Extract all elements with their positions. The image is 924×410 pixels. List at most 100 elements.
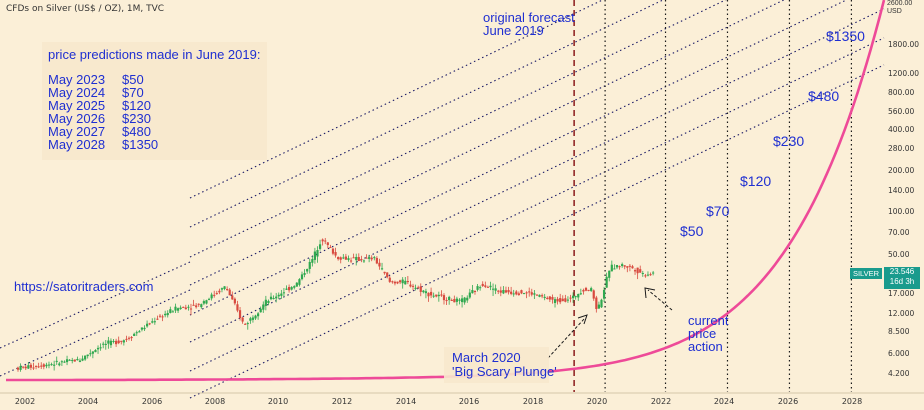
prediction-date: May 2026 [48, 111, 106, 126]
y-tick-label: 50.00 [888, 250, 910, 259]
chart-header: CFDs on Silver (US$ / OZ), 1M, TVC [6, 4, 165, 14]
candle-body [269, 296, 273, 300]
candle-body [499, 290, 502, 293]
candle-body [78, 360, 82, 362]
candle-body [633, 270, 637, 272]
candle-body [476, 286, 479, 290]
candle-body [331, 248, 335, 254]
x-tick-label: 2016 [459, 397, 479, 406]
candle-body [448, 296, 451, 301]
candle-body [458, 299, 461, 301]
candle-body [339, 257, 342, 260]
candle-body [517, 293, 520, 296]
predictions-title: price predictions made in June 2019: [48, 47, 261, 62]
candle-body [525, 292, 528, 294]
candle-body [60, 361, 63, 363]
candle-body [623, 265, 626, 267]
candle-body [184, 307, 187, 310]
candle-body [579, 293, 582, 295]
candle-body [533, 293, 536, 295]
top-price-label: 2600.00 [887, 0, 913, 7]
candle-body [187, 306, 190, 308]
x-tick-label: 2014 [396, 397, 416, 406]
y-tick-label: 1800.00 [888, 40, 919, 49]
candle-body [484, 285, 487, 287]
candle-body [463, 297, 466, 303]
current-annotation-line1: current [688, 313, 729, 328]
candle-body [112, 340, 115, 342]
candle-body [380, 268, 384, 270]
candle-body [285, 288, 288, 290]
candle-body [577, 293, 580, 298]
candle-body [306, 269, 309, 272]
candle-body [254, 315, 257, 319]
forecast-label: $480 [808, 88, 839, 104]
candle-body [290, 287, 293, 290]
candle-body [244, 323, 247, 325]
candle-body [189, 308, 193, 310]
candle-body [628, 265, 631, 267]
candle-body [127, 337, 131, 339]
candle-body [287, 287, 291, 291]
y-tick-label: 100.00 [888, 207, 914, 216]
candle-body [171, 311, 175, 313]
candle-body [275, 296, 278, 299]
candle-body [342, 257, 345, 259]
candle-body [205, 300, 208, 304]
candle-body [486, 286, 489, 288]
candle-body [202, 301, 205, 304]
candle-body [507, 290, 510, 293]
candle-body [548, 296, 551, 300]
candle-body [355, 256, 358, 261]
candle-body [259, 308, 262, 313]
forecast-annotation-line2: June 2019 [483, 23, 544, 38]
candle-body [383, 271, 386, 274]
candle-body [386, 272, 389, 278]
candle-body [153, 321, 156, 323]
candle-body [388, 277, 391, 282]
candle-body [528, 291, 531, 293]
candle-body [164, 313, 167, 316]
candle-body [228, 289, 231, 296]
candle-body [236, 304, 239, 311]
candle-body [370, 257, 373, 260]
candle-body [34, 365, 38, 367]
currency-label: 2600.00 USD [887, 0, 912, 16]
candle-body [440, 294, 443, 296]
march-annotation-line2: 'Big Scary Plunge' [452, 364, 557, 379]
candle-body [143, 327, 146, 330]
candle-body [471, 290, 474, 294]
candle-body [73, 359, 76, 362]
candle-body [442, 295, 446, 301]
candle-body [151, 321, 154, 323]
prediction-date: May 2024 [48, 85, 106, 100]
candle-body [55, 360, 58, 362]
x-tick-label: 2008 [205, 397, 225, 406]
candle-body [257, 313, 260, 317]
candle-body [639, 269, 642, 273]
candle-body [37, 366, 40, 368]
candle-body [445, 300, 448, 302]
candle-body [318, 244, 322, 249]
candle-body [411, 285, 415, 287]
candle-body [207, 298, 211, 300]
forecast-label: $50 [680, 223, 704, 239]
candle-body [422, 290, 425, 293]
candle-body [564, 298, 567, 302]
y-tick-label: 800.00 [888, 88, 914, 97]
channel-line [0, 261, 191, 349]
candle-body [303, 273, 306, 275]
candle-body [91, 351, 94, 354]
candle-body [450, 299, 453, 301]
candle-body [626, 266, 629, 268]
candle-body [357, 257, 360, 262]
candle-body [115, 340, 118, 345]
last-price-value: 23.546 [889, 267, 915, 276]
candle-body [107, 340, 110, 344]
candle-body [158, 315, 162, 317]
candle-body [621, 264, 624, 266]
candle-body [347, 258, 350, 260]
candle-body [592, 290, 595, 299]
y-tick-label: 6.000 [888, 349, 910, 358]
candle-body [543, 296, 546, 299]
